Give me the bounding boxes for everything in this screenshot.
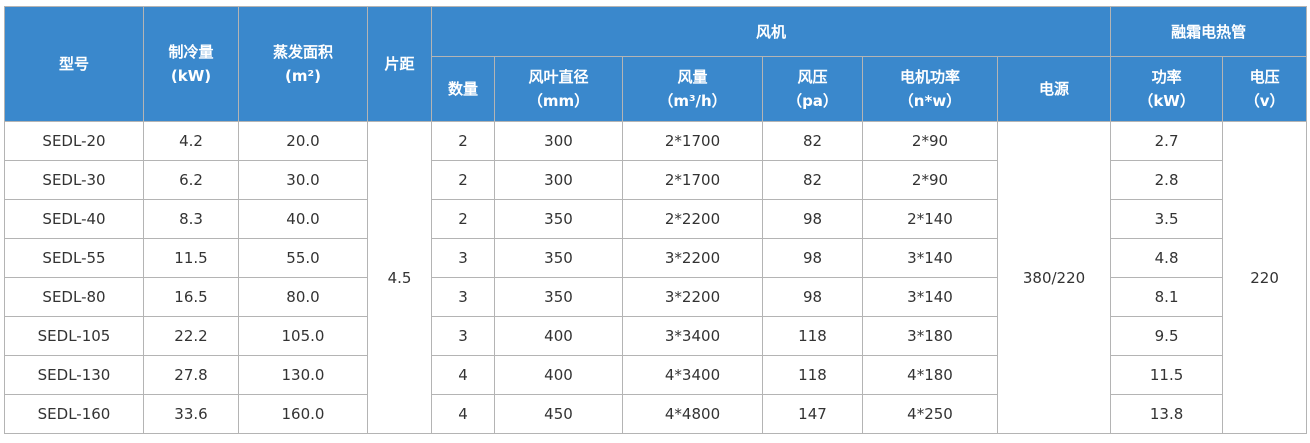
cell-heater-power: 2.8	[1110, 160, 1224, 200]
table-row: SEDL-160 33.6 160.0 4 450 4*4800 147 4*250 13.8	[4, 394, 1307, 434]
cell-airflow: 2*1700	[622, 160, 763, 200]
header-fan-qty: 数量	[431, 56, 495, 122]
cell-model: SEDL-40	[4, 199, 144, 239]
cell-airflow: 3*2200	[622, 238, 763, 278]
cell-fan-qty: 2	[431, 160, 495, 200]
header-area: 蒸发面积 (m²)	[238, 6, 368, 122]
cell-model: SEDL-55	[4, 238, 144, 278]
spec-table: 型号 制冷量 (kW) 蒸发面积 (m²) 片距 风机 融霜电热管 数量 风叶直径（…	[4, 6, 1308, 434]
header-power-supply: 电源	[996, 56, 1112, 122]
cell-fan-qty: 4	[431, 394, 495, 434]
cell-pressure: 147	[762, 394, 863, 434]
cell-blade-dia: 300	[494, 160, 623, 200]
cell-blade-dia: 350	[494, 277, 623, 317]
cell-motor-power: 3*140	[862, 277, 998, 317]
header-fan-group: 风机	[430, 6, 1112, 57]
cell-cooling: 6.2	[143, 160, 239, 200]
cell-pressure: 118	[762, 316, 863, 356]
cell-area: 130.0	[238, 355, 368, 395]
table-row: SEDL-80 16.5 80.0 3 350 3*2200 98 3*140 8.1	[4, 277, 1307, 317]
cell-model: SEDL-130	[4, 355, 144, 395]
cell-heater-power: 13.8	[1110, 394, 1224, 434]
table-row: SEDL-130 27.8 130.0 4 400 4*3400 118 4*180 11.5	[4, 355, 1307, 395]
cell-blade-dia: 350	[494, 238, 623, 278]
header-pitch: 片距	[367, 6, 432, 122]
table-body: SEDL-20 4.2 20.0 4.5 2 300 2*1700 82 2*90 380/220…	[4, 121, 1308, 434]
cell-area: 55.0	[238, 238, 368, 278]
header-model: 型号	[4, 6, 144, 122]
cell-area: 30.0	[238, 160, 368, 200]
cell-fan-qty: 2	[431, 121, 495, 161]
cell-area: 105.0	[238, 316, 368, 356]
cell-pressure: 98	[762, 277, 863, 317]
cell-cooling: 4.2	[143, 121, 239, 161]
cell-area: 80.0	[238, 277, 368, 317]
table-row: SEDL-30 6.2 30.0 2 300 2*1700 82 2*90 2.8	[4, 160, 1307, 200]
cell-cooling: 33.6	[143, 394, 239, 434]
cell-blade-dia: 400	[494, 316, 623, 356]
cell-fan-qty: 3	[431, 238, 495, 278]
header-airflow: 风量 （m³/h）	[622, 56, 763, 122]
cell-heater-power: 3.5	[1110, 199, 1224, 239]
cell-model: SEDL-30	[4, 160, 144, 200]
cell-pressure: 82	[762, 160, 863, 200]
cell-heater-voltage: 220	[1222, 121, 1308, 434]
header-motor-power: 电机功率 （n*w）	[862, 56, 998, 122]
header-heater-group: 融霜电热管	[1110, 6, 1308, 57]
cell-airflow: 4*3400	[622, 355, 763, 395]
table-row: SEDL-105 22.2 105.0 3 400 3*3400 118 3*180 9.5	[4, 316, 1307, 356]
table-row: SEDL-40 8.3 40.0 2 350 2*2200 98 2*140 3.5	[4, 199, 1307, 239]
cell-motor-power: 2*90	[862, 121, 998, 161]
cell-model: SEDL-105	[4, 316, 144, 356]
header-blade-dia: 风叶直径 （mm）	[494, 56, 623, 122]
cell-cooling: 27.8	[143, 355, 239, 395]
cell-motor-power: 2*140	[862, 199, 998, 239]
cell-pressure: 82	[762, 121, 863, 161]
cell-area: 160.0	[238, 394, 368, 434]
header-pressure: 风压 （pa）	[762, 56, 863, 122]
cell-heater-power: 2.7	[1110, 121, 1224, 161]
cell-pitch: 4.5	[367, 121, 432, 434]
cell-blade-dia: 350	[494, 199, 623, 239]
cell-area: 20.0	[238, 121, 368, 161]
cell-motor-power: 2*90	[862, 160, 998, 200]
cell-power-supply: 380/220	[996, 121, 1112, 434]
header-heater-voltage: 电压 （v）	[1222, 56, 1308, 122]
cell-cooling: 8.3	[143, 199, 239, 239]
cell-pressure: 98	[762, 238, 863, 278]
table-row: SEDL-20 4.2 20.0 4.5 2 300 2*1700 82 2*90 380/220…	[4, 121, 1308, 434]
cell-heater-power: 11.5	[1110, 355, 1224, 395]
cell-motor-power: 3*180	[862, 316, 998, 356]
cell-pressure: 118	[762, 355, 863, 395]
cell-airflow: 4*4800	[622, 394, 763, 434]
cell-fan-qty: 3	[431, 277, 495, 317]
cell-model: SEDL-160	[4, 394, 144, 434]
cell-area: 40.0	[238, 199, 368, 239]
cell-heater-power: 4.8	[1110, 238, 1224, 278]
table-row: SEDL-55 11.5 55.0 3 350 3*2200 98 3*140 4.8	[4, 238, 1307, 278]
cell-motor-power: 4*250	[862, 394, 998, 434]
cell-cooling: 22.2	[143, 316, 239, 356]
cell-blade-dia: 450	[494, 394, 623, 434]
header-cooling: 制冷量 (kW)	[143, 6, 239, 122]
cell-model: SEDL-80	[4, 277, 144, 317]
header-heater-power: 功率 （kW）	[1110, 56, 1224, 122]
cell-airflow: 3*2200	[622, 277, 763, 317]
cell-heater-power: 9.5	[1110, 316, 1224, 356]
cell-fan-qty: 2	[431, 199, 495, 239]
cell-motor-power: 4*180	[862, 355, 998, 395]
cell-fan-qty: 3	[431, 316, 495, 356]
cell-heater-power: 8.1	[1110, 277, 1224, 317]
cell-cooling: 16.5	[143, 277, 239, 317]
cell-motor-power: 3*140	[862, 238, 998, 278]
cell-airflow: 3*3400	[622, 316, 763, 356]
cell-cooling: 11.5	[143, 238, 239, 278]
cell-airflow: 2*2200	[622, 199, 763, 239]
cell-blade-dia: 400	[494, 355, 623, 395]
cell-fan-qty: 4	[431, 355, 495, 395]
cell-pressure: 98	[762, 199, 863, 239]
cell-blade-dia: 300	[494, 121, 623, 161]
cell-model: SEDL-20	[4, 121, 144, 161]
cell-airflow: 2*1700	[622, 121, 763, 161]
